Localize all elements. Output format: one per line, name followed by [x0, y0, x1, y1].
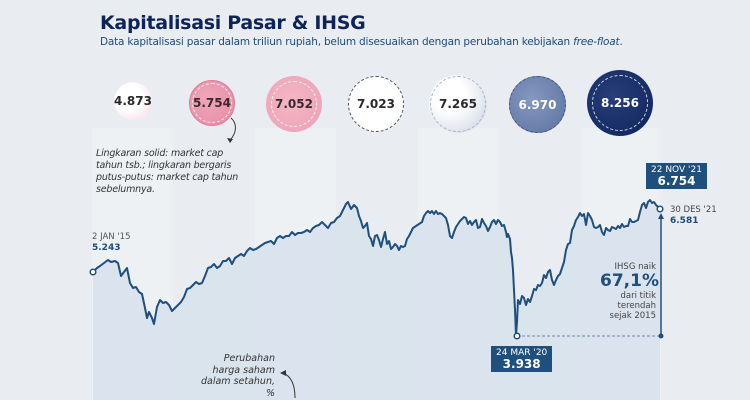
circle-legend-note: Lingkaran solid: market cap tahun tsb.; …: [96, 148, 239, 195]
rise-suffix: dari titik terendah sejak 2015: [609, 291, 656, 321]
start-date: 2 JAN '15: [92, 232, 131, 242]
low-marker: [513, 332, 521, 340]
end-date: 30 DES '21: [670, 205, 717, 215]
ihsg-area: [93, 200, 660, 400]
end-value: 6.581: [670, 216, 699, 226]
low-value: 3.938: [502, 357, 541, 371]
market-cap-value: 7.023: [357, 97, 395, 111]
market-cap-circle-2021: 8.256: [587, 70, 653, 136]
end-annotation: 30 DES '21 6.581: [670, 205, 717, 227]
market-cap-circle-2016: 5.754: [189, 80, 235, 126]
rise-prefix: IHSG naik: [614, 262, 656, 272]
market-cap-value: 7.052: [275, 97, 313, 111]
rise-arrow-base-dot: [658, 333, 664, 339]
end-marker: [656, 205, 664, 213]
start-marker: [89, 268, 97, 276]
market-cap-circle-2018: 7.023: [348, 76, 404, 132]
legend-pointer-arrow: [229, 117, 236, 141]
market-cap-circle-2017: 7.052: [266, 76, 322, 132]
peak-value: 6.754: [657, 174, 696, 188]
start-annotation: 2 JAN '15 5.243: [92, 232, 131, 254]
peak-annotation-tag: 22 NOV '21 6.754: [646, 163, 707, 189]
legend-arrow-head-icon: [227, 138, 233, 143]
market-cap-value: 6.970: [518, 97, 557, 112]
low-date: 24 MAR '20: [496, 348, 548, 358]
market-cap-circle-2020: 6.970: [509, 76, 566, 133]
change-arrow-head-icon: [280, 370, 286, 376]
low-annotation-tag: 24 MAR '20 3.938: [491, 346, 553, 372]
market-cap-value: 5.754: [193, 96, 231, 110]
price-change-note: Perubahan harga saham dalam setahun, %: [200, 353, 275, 399]
subtitle-italic: free-float: [573, 36, 620, 48]
start-value: 5.243: [92, 243, 121, 253]
market-cap-value: 4.873: [114, 94, 152, 108]
market-cap-circle-2019: 7.265: [429, 75, 487, 133]
market-cap-value: 8.256: [601, 96, 639, 110]
rise-callout: IHSG naik 67,1% dari titik terendah seja…: [600, 262, 659, 321]
peak-date: 22 NOV '21: [651, 165, 702, 175]
market-cap-value: 7.265: [439, 97, 477, 111]
arrow-head-icon: [658, 213, 664, 219]
ihsg-line: [92, 199, 661, 336]
subtitle-text: Data kapitalisasi pasar dalam triliun ru…: [100, 36, 574, 48]
rise-percent: 67,1%: [600, 271, 659, 291]
chart-subtitle: Data kapitalisasi pasar dalam triliun ru…: [100, 36, 623, 48]
market-cap-circle-2015: 4.873: [114, 82, 152, 120]
chart-title: Kapitalisasi Pasar & IHSG: [100, 12, 366, 34]
subtitle-end: .: [619, 36, 623, 48]
